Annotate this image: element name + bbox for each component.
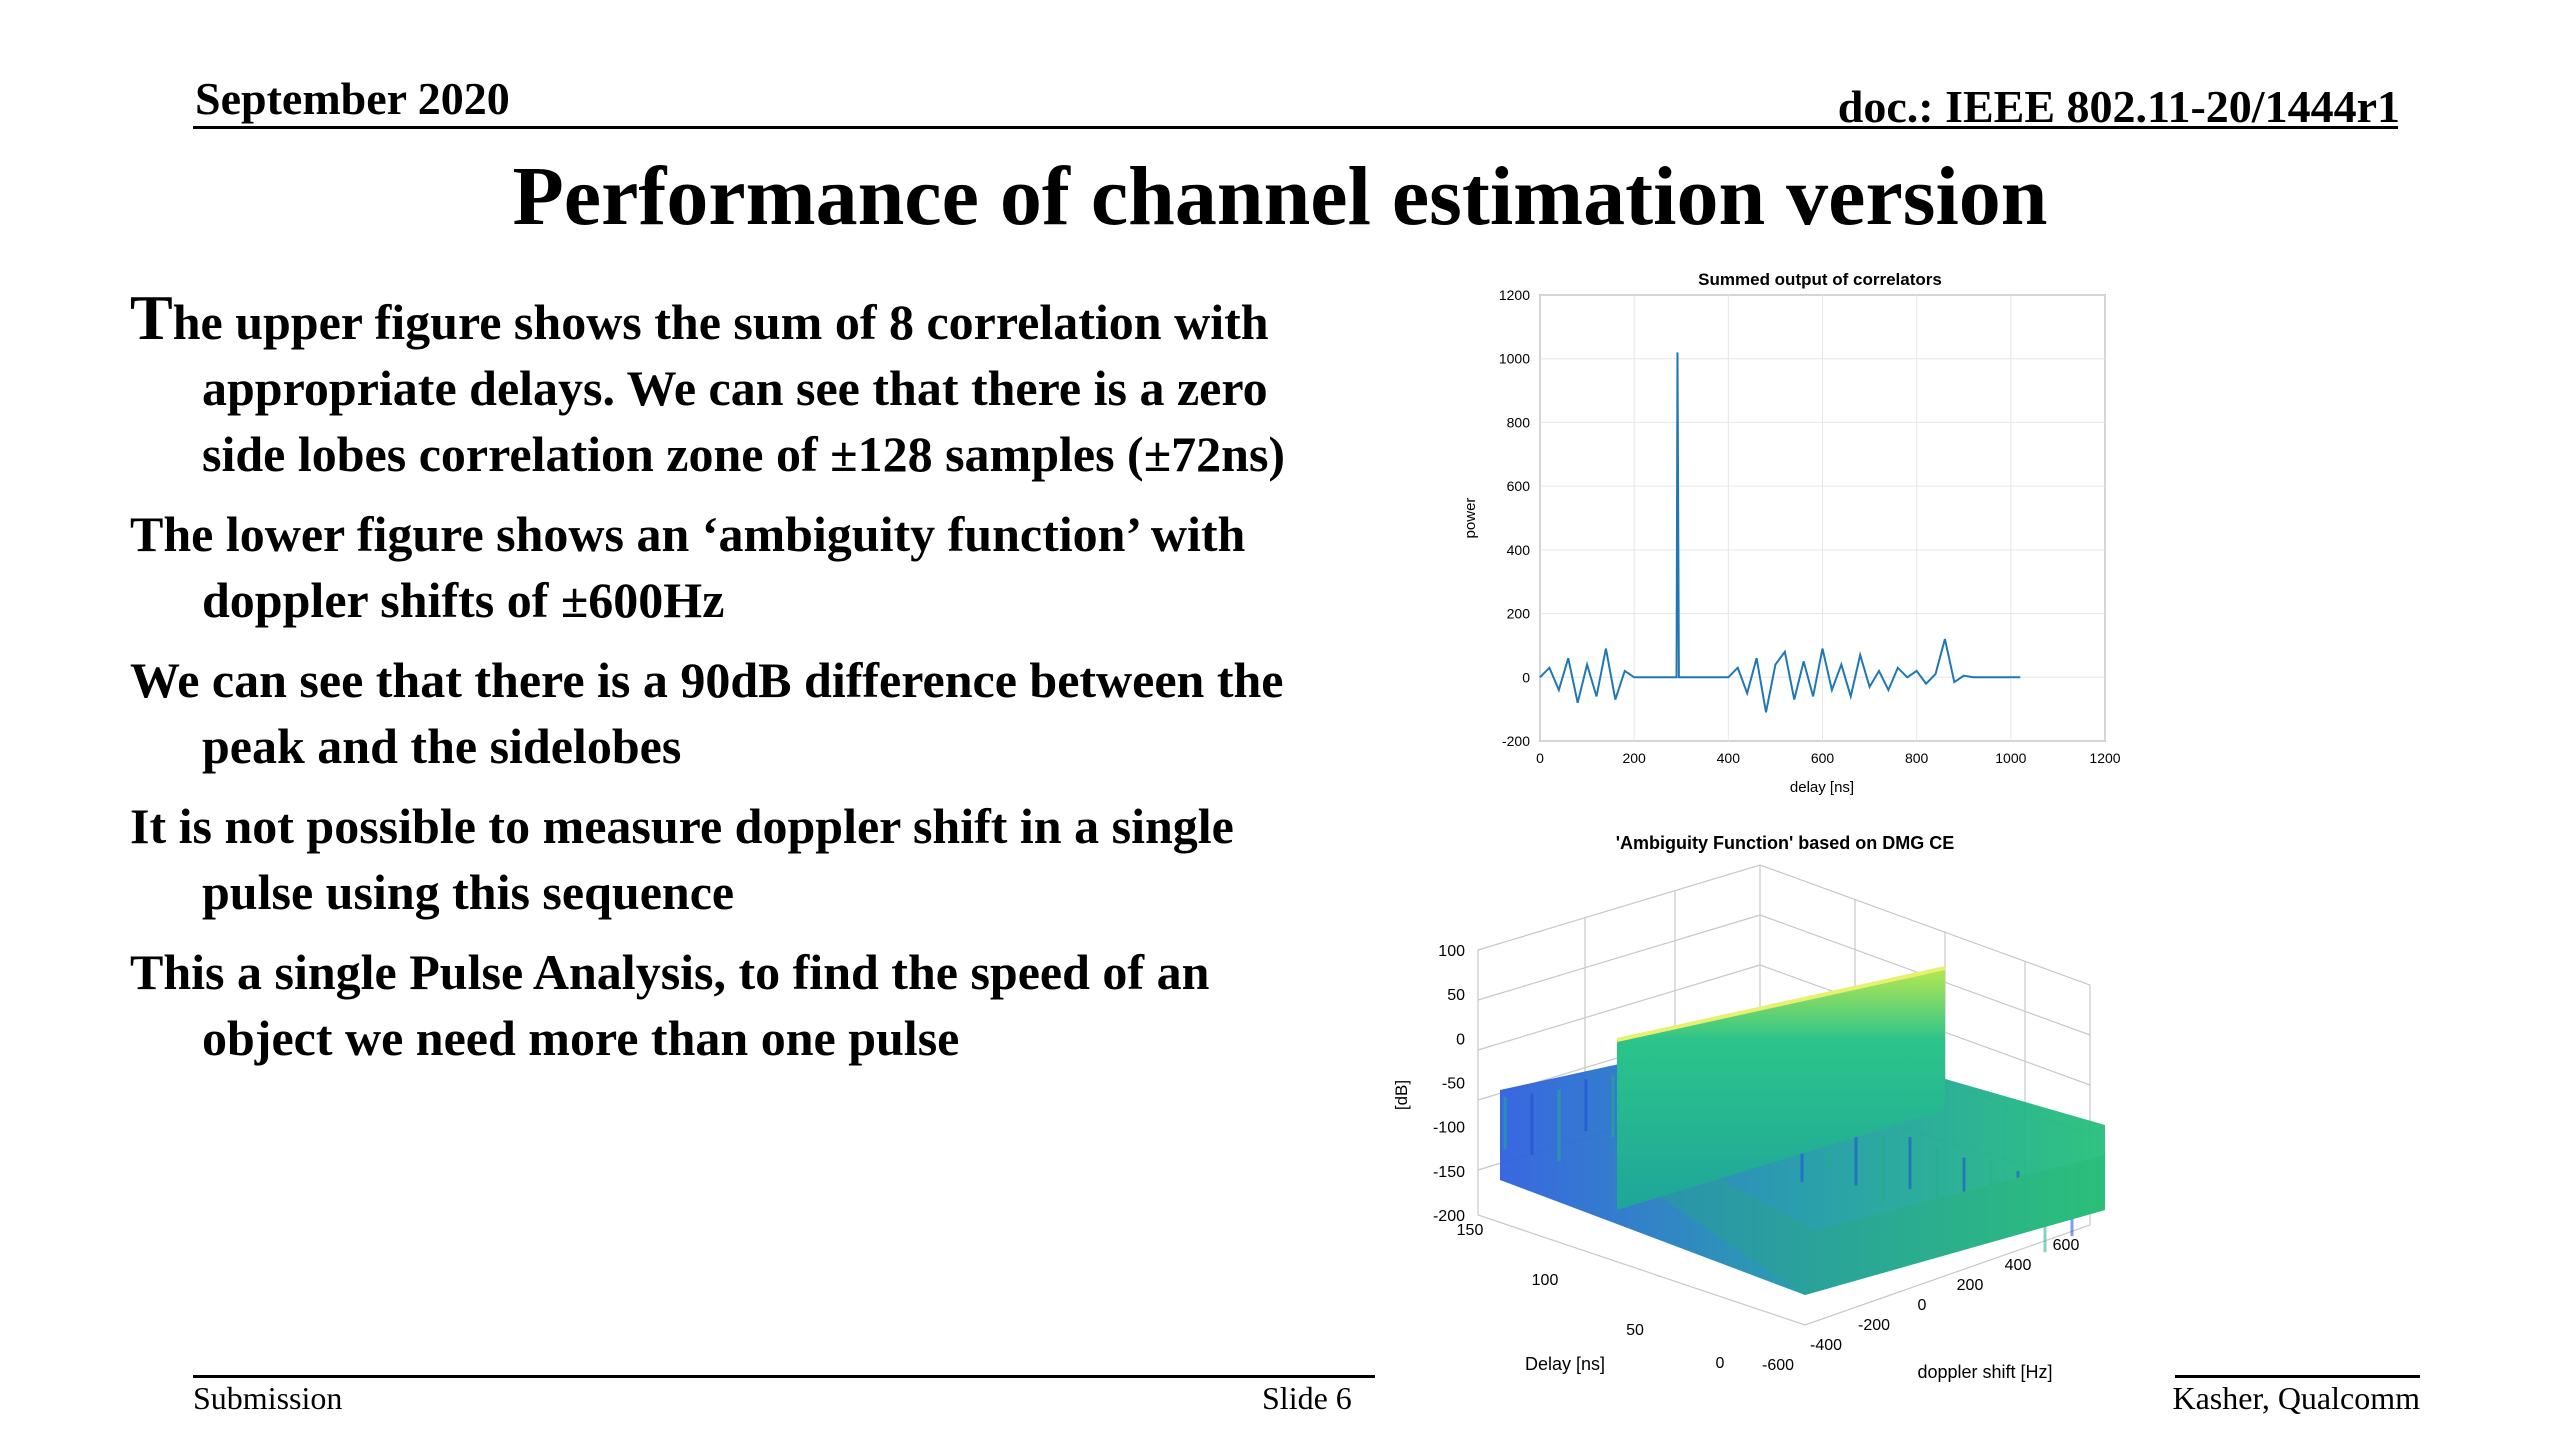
correlator-xtick-label: 400 [1717, 750, 1741, 766]
footer-slide-number: Slide 6 [1262, 1380, 1352, 1416]
header-date: September 2020 [195, 73, 510, 124]
correlator-xtick-label: 600 [1811, 750, 1835, 766]
correlator-xlabel: delay [ns] [1790, 779, 1854, 796]
ambiguity-ytick-label: 100 [1532, 1272, 1559, 1289]
ambiguity-xtick-label: -600 [1762, 1357, 1794, 1374]
ambiguity-xtick-label: 200 [1957, 1277, 1984, 1294]
footer-rule-right [2175, 1375, 2420, 1378]
correlator-xtick-label: 0 [1536, 750, 1544, 766]
ambiguity-ytick-label: 150 [1457, 1222, 1484, 1239]
ambiguity-ztick-label: -150 [1433, 1164, 1465, 1181]
ambiguity-x-ticks: -600 -400 -200 0 200 400 600 [1762, 1237, 2079, 1374]
correlator-ytick-label: 0 [1522, 669, 1530, 685]
bullet-list: The upper figure shows the sum of 8 corr… [130, 285, 1350, 1085]
ambiguity-xtick-label: 0 [1918, 1297, 1927, 1314]
correlator-ylabel: power [1462, 498, 1479, 539]
footer-submission: Submission [193, 1380, 343, 1416]
bullet-2-text: The lower figure shows an ‘ambiguity fun… [130, 506, 1246, 628]
ambiguity-chart-title: 'Ambiguity Function' based on DMG CE [1616, 833, 1955, 853]
ambiguity-chart: 'Ambiguity Function' based on DMG CE [1392, 833, 2105, 1382]
header-doc-id: doc.: IEEE 802.11-20/1444r1 [1837, 81, 2400, 132]
correlator-ytick-label: 1200 [1499, 287, 1530, 303]
correlator-ytick-label: -200 [1502, 733, 1530, 749]
ambiguity-y-ticks: 0 50 100 150 [1457, 1222, 1725, 1372]
ambiguity-peak-edge [1616, 966, 1946, 1042]
bullet-2: The lower figure shows an ‘ambiguity fun… [130, 501, 1350, 633]
slide-title: Performance of channel estimation versio… [512, 150, 2048, 243]
ambiguity-ztick-label: -100 [1433, 1120, 1465, 1137]
correlator-ticks: 0 200 400 600 800 1000 1200 -200 0 200 400 600 800 10… [1499, 287, 2121, 766]
bullet-1: The upper figure shows the sum of 8 corr… [130, 285, 1350, 487]
correlator-xtick-label: 1000 [1995, 750, 2026, 766]
ambiguity-zlabel: [dB] [1392, 1080, 1411, 1110]
ambiguity-xtick-label: 400 [2005, 1257, 2032, 1274]
correlator-chart: Summed output of correlators 0 200 400 600 8… [1462, 270, 2121, 796]
ambiguity-front-face [1620, 1125, 2105, 1295]
footer-rule-left [193, 1375, 1375, 1378]
ambiguity-xtick-label: -400 [1810, 1337, 1842, 1354]
bullet-3: We can see that there is a 90dB differen… [130, 647, 1350, 779]
ambiguity-ztick-label: 50 [1447, 987, 1465, 1004]
correlator-xtick-label: 200 [1622, 750, 1646, 766]
ambiguity-ytick-label: 0 [1716, 1355, 1725, 1372]
correlator-grid [1539, 294, 2106, 742]
correlator-ytick-label: 400 [1507, 542, 1531, 558]
footer-author: Kasher, Qualcomm [2172, 1380, 2420, 1416]
correlator-xtick-label: 1200 [2089, 750, 2120, 766]
ambiguity-ytick-label: 50 [1626, 1322, 1644, 1339]
ambiguity-xtick-label: 600 [2053, 1237, 2080, 1254]
bullet-3-text: We can see that there is a 90dB differen… [130, 652, 1284, 774]
ambiguity-ztick-label: -200 [1433, 1208, 1465, 1225]
bullet-1-text: he upper figure shows the sum of 8 corre… [172, 294, 1286, 482]
bullet-5: This a single Pulse Analysis, to find th… [130, 939, 1350, 1071]
header-rule [193, 126, 2398, 129]
ambiguity-ztick-label: 100 [1438, 943, 1465, 960]
bullet-4-text: It is not possible to measure doppler sh… [130, 798, 1234, 920]
ambiguity-xtick-label: -200 [1858, 1317, 1890, 1334]
ambiguity-z-ticks: 100 50 0 -50 -100 -150 -200 [1433, 943, 1465, 1225]
correlator-series-line [1539, 352, 2021, 713]
ambiguity-ztick-label: -50 [1442, 1076, 1465, 1093]
correlator-ytick-label: 600 [1507, 478, 1531, 494]
ambiguity-ztick-label: 0 [1456, 1031, 1465, 1048]
correlator-ytick-label: 800 [1507, 414, 1531, 430]
correlator-ytick-label: 200 [1507, 606, 1531, 622]
ambiguity-ylabel: Delay [ns] [1525, 1354, 1605, 1374]
correlator-ytick-label: 1000 [1499, 351, 1530, 367]
correlator-chart-title: Summed output of correlators [1698, 270, 1942, 289]
bullet-5-text: This a single Pulse Analysis, to find th… [130, 944, 1210, 1066]
ambiguity-xlabel: doppler shift [Hz] [1917, 1362, 2052, 1382]
ambiguity-peak-wall [1617, 968, 1945, 1210]
bullet-1-dropcap: T [130, 282, 173, 353]
correlator-xtick-label: 800 [1905, 750, 1929, 766]
bullet-4: It is not possible to measure doppler sh… [130, 793, 1350, 925]
